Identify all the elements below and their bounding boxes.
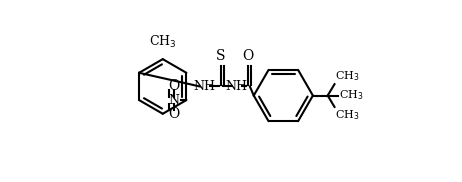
Text: CH$_3$: CH$_3$ (335, 108, 360, 122)
Text: CH$_3$: CH$_3$ (149, 34, 176, 50)
Text: CH$_3$: CH$_3$ (335, 69, 360, 83)
Text: O: O (168, 80, 180, 93)
Text: CH$_3$: CH$_3$ (339, 89, 363, 102)
Text: S: S (216, 49, 225, 63)
Text: NH: NH (194, 80, 216, 93)
Text: N: N (168, 94, 179, 107)
Text: O: O (168, 107, 180, 121)
Text: NH: NH (226, 80, 248, 93)
Text: O: O (243, 49, 254, 63)
